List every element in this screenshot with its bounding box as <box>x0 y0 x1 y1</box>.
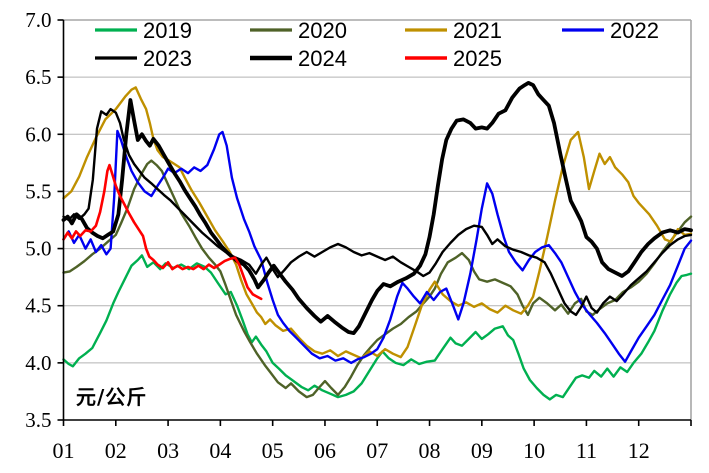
legend-label-2025: 2025 <box>453 46 502 71</box>
y-tick-label: 6.5 <box>25 65 51 89</box>
y-tick-label: 6.0 <box>25 122 51 146</box>
legend-label-2022: 2022 <box>610 18 659 43</box>
y-tick-label: 3.5 <box>25 408 51 432</box>
series-line-2019 <box>62 254 693 401</box>
series-line-2021 <box>62 86 693 360</box>
y-tick-label: 4.5 <box>25 294 51 318</box>
legend-label-2019: 2019 <box>143 18 192 43</box>
x-tick-label: 08 <box>419 438 441 463</box>
x-tick-label: 11 <box>576 438 597 463</box>
unit-label: 元/公斤 <box>76 385 148 409</box>
x-tick-label: 06 <box>314 438 336 463</box>
legend-label-2020: 2020 <box>298 18 347 43</box>
x-tick-label: 05 <box>262 438 284 463</box>
x-tick-label: 03 <box>157 438 179 463</box>
x-tick-label: 10 <box>523 438 545 463</box>
x-tick-label: 02 <box>105 438 127 463</box>
y-tick-label: 5.0 <box>25 237 51 261</box>
y-tick-label: 5.5 <box>25 179 51 203</box>
x-tick-label: 09 <box>471 438 493 463</box>
series-line-2020 <box>62 159 693 399</box>
legend-label-2023: 2023 <box>143 46 192 71</box>
series-line-2022 <box>62 129 693 365</box>
series-line-2023 <box>62 107 693 317</box>
y-tick-label: 7.0 <box>25 8 51 32</box>
x-tick-label: 12 <box>628 438 650 463</box>
series-line-2024 <box>61 81 693 336</box>
x-tick-label: 04 <box>209 438 231 463</box>
legend-label-2024: 2024 <box>298 46 347 71</box>
y-tick-label: 4.0 <box>25 351 51 375</box>
x-tick-label: 01 <box>53 438 75 463</box>
legend-label-2021: 2021 <box>453 18 502 43</box>
x-tick-label: 07 <box>366 438 388 463</box>
series-line-2025 <box>62 163 263 301</box>
